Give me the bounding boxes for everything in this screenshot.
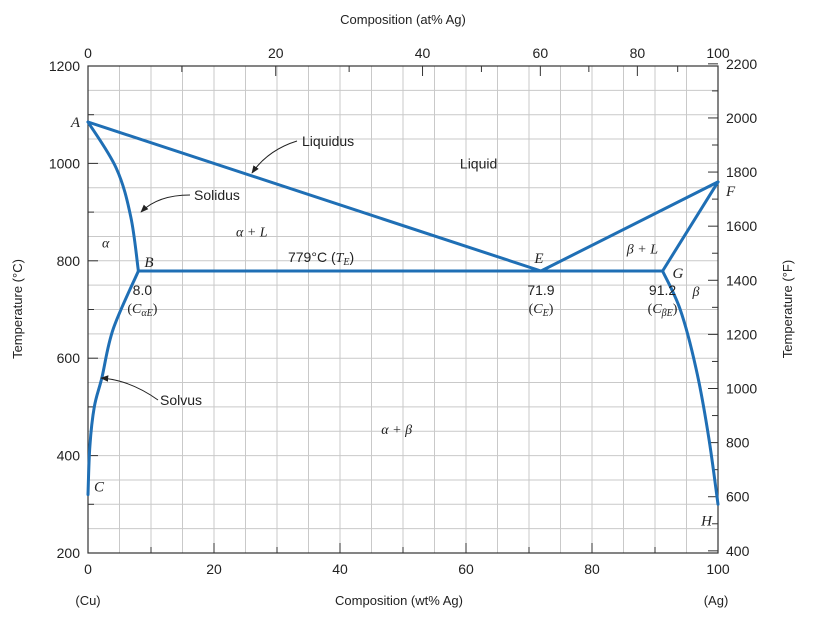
beta-solidus-line	[661, 180, 720, 273]
right-tick-label: 1400	[726, 272, 757, 288]
region-label: α + L	[236, 226, 268, 241]
region-label: α	[102, 236, 110, 251]
top-tick-label: 20	[268, 45, 284, 61]
point-label-A: A	[70, 115, 81, 131]
bottom-tick-label: 0	[84, 561, 92, 577]
alpha-solvus-line	[86, 269, 140, 497]
right-tick-label: 1600	[726, 218, 757, 234]
annotations: A B C E F G H Liquid α + L β + L α β α + β 8.0 (CαE) 71…	[70, 115, 736, 529]
solvus-arrow	[100, 375, 159, 401]
grid	[88, 66, 718, 553]
right-tick-label: 1200	[726, 326, 757, 342]
liquidus-label: Liquidus	[302, 133, 354, 149]
point-label-B: B	[144, 255, 153, 271]
left-tick-label: 800	[57, 253, 81, 269]
right-tick-label: 800	[726, 435, 750, 451]
top-tick-label: 100	[706, 45, 730, 61]
callout-arrows	[100, 140, 298, 401]
composition-symbol: (CαE)	[127, 302, 157, 319]
composition-symbol: (CβE)	[648, 302, 678, 319]
left-tick-label: 1200	[49, 58, 80, 74]
region-label: β	[691, 285, 699, 300]
bottom-tick-label: 80	[584, 561, 600, 577]
composition-value: 91.2	[649, 282, 676, 298]
region-label: β + L	[626, 243, 658, 258]
region-label: α + β	[381, 423, 412, 438]
composition-symbol: (CE)	[529, 302, 554, 319]
bottom-tick-label: 40	[332, 561, 348, 577]
point-label-G: G	[673, 266, 684, 282]
beta-solvus-line	[661, 269, 720, 506]
composition-value: 8.0	[133, 282, 153, 298]
right-tick-label: 600	[726, 489, 750, 505]
left-tick-label: 600	[57, 350, 81, 366]
composition-value: 71.9	[527, 282, 554, 298]
left-tick-label: 1000	[49, 155, 80, 171]
bottom-tick-label: 20	[206, 561, 222, 577]
phase-boundaries	[86, 120, 720, 506]
right-tick-label: 1000	[726, 381, 757, 397]
left-end-label: (Cu)	[75, 593, 100, 608]
right-axis-title: Temperature (°F)	[780, 260, 795, 358]
right-tick-label: 1800	[726, 164, 757, 180]
top-tick-label: 0	[84, 45, 92, 61]
point-label-H: H	[700, 513, 713, 529]
right-end-label: (Ag)	[704, 593, 729, 608]
top-tick-label: 40	[415, 45, 431, 61]
point-label-C: C	[94, 480, 105, 496]
point-label-F: F	[725, 184, 736, 200]
right-tick-label: 2000	[726, 110, 757, 126]
top-tick-label: 80	[630, 45, 646, 61]
right-tick-label: 400	[726, 543, 750, 559]
top-tick-label: 60	[533, 45, 549, 61]
left-tick-label: 200	[57, 545, 81, 561]
left-tick-label: 400	[57, 448, 81, 464]
point-label-E: E	[533, 251, 543, 267]
bottom-axis-title: Composition (wt% Ag)	[335, 593, 463, 608]
solidus-label: Solidus	[194, 187, 240, 203]
bottom-tick-label: 100	[706, 561, 730, 577]
solvus-label: Solvus	[160, 392, 202, 408]
left-axis-title: Temperature (°C)	[10, 259, 25, 359]
right-tick-label: 2200	[726, 56, 757, 72]
bottom-tick-label: 60	[458, 561, 474, 577]
top-axis-title: Composition (at% Ag)	[340, 12, 466, 27]
region-label: Liquid	[460, 155, 497, 171]
alpha-solidus-line	[86, 120, 140, 273]
solidus-arrow	[140, 194, 191, 213]
eutectic-temperature-label: 779°C (TE)	[288, 249, 354, 268]
liquidus-arrow	[251, 140, 298, 174]
